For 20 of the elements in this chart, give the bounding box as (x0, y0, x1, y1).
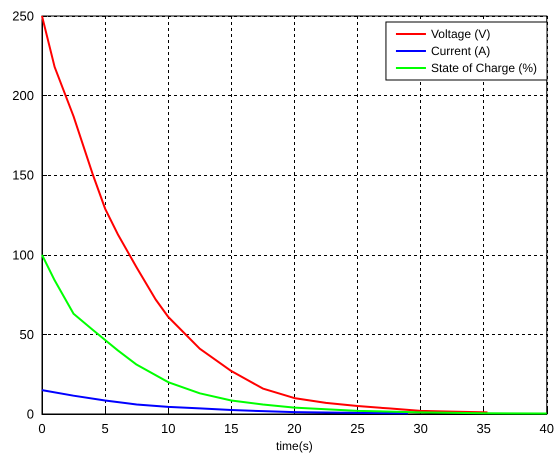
x-tick-label: 20 (287, 421, 302, 436)
y-tick-label: 150 (12, 168, 34, 183)
y-tick-label: 50 (20, 326, 34, 342)
legend-label: State of Charge (%) (430, 61, 538, 75)
line-series (41, 389, 409, 414)
x-tick-label: 10 (160, 421, 176, 436)
y-tick-label: 0 (26, 406, 34, 422)
x-tick-label: 35 (476, 421, 491, 436)
y-tick-label: 250 (12, 8, 34, 24)
legend-label: Voltage (V) (430, 27, 490, 41)
y-tick-label: 100 (12, 247, 34, 262)
y-tick-label: 200 (12, 88, 34, 104)
x-tick-label: 0 (38, 421, 46, 436)
x-tick-label: 40 (540, 421, 554, 436)
legend-label: Current (A) (430, 44, 490, 58)
x-axis-title: time(s) (276, 438, 313, 453)
x-tick-label: 5 (101, 421, 109, 436)
x-tick-label: 25 (350, 421, 365, 436)
x-tick-label: 30 (413, 421, 428, 436)
x-tick-label: 15 (224, 421, 239, 436)
